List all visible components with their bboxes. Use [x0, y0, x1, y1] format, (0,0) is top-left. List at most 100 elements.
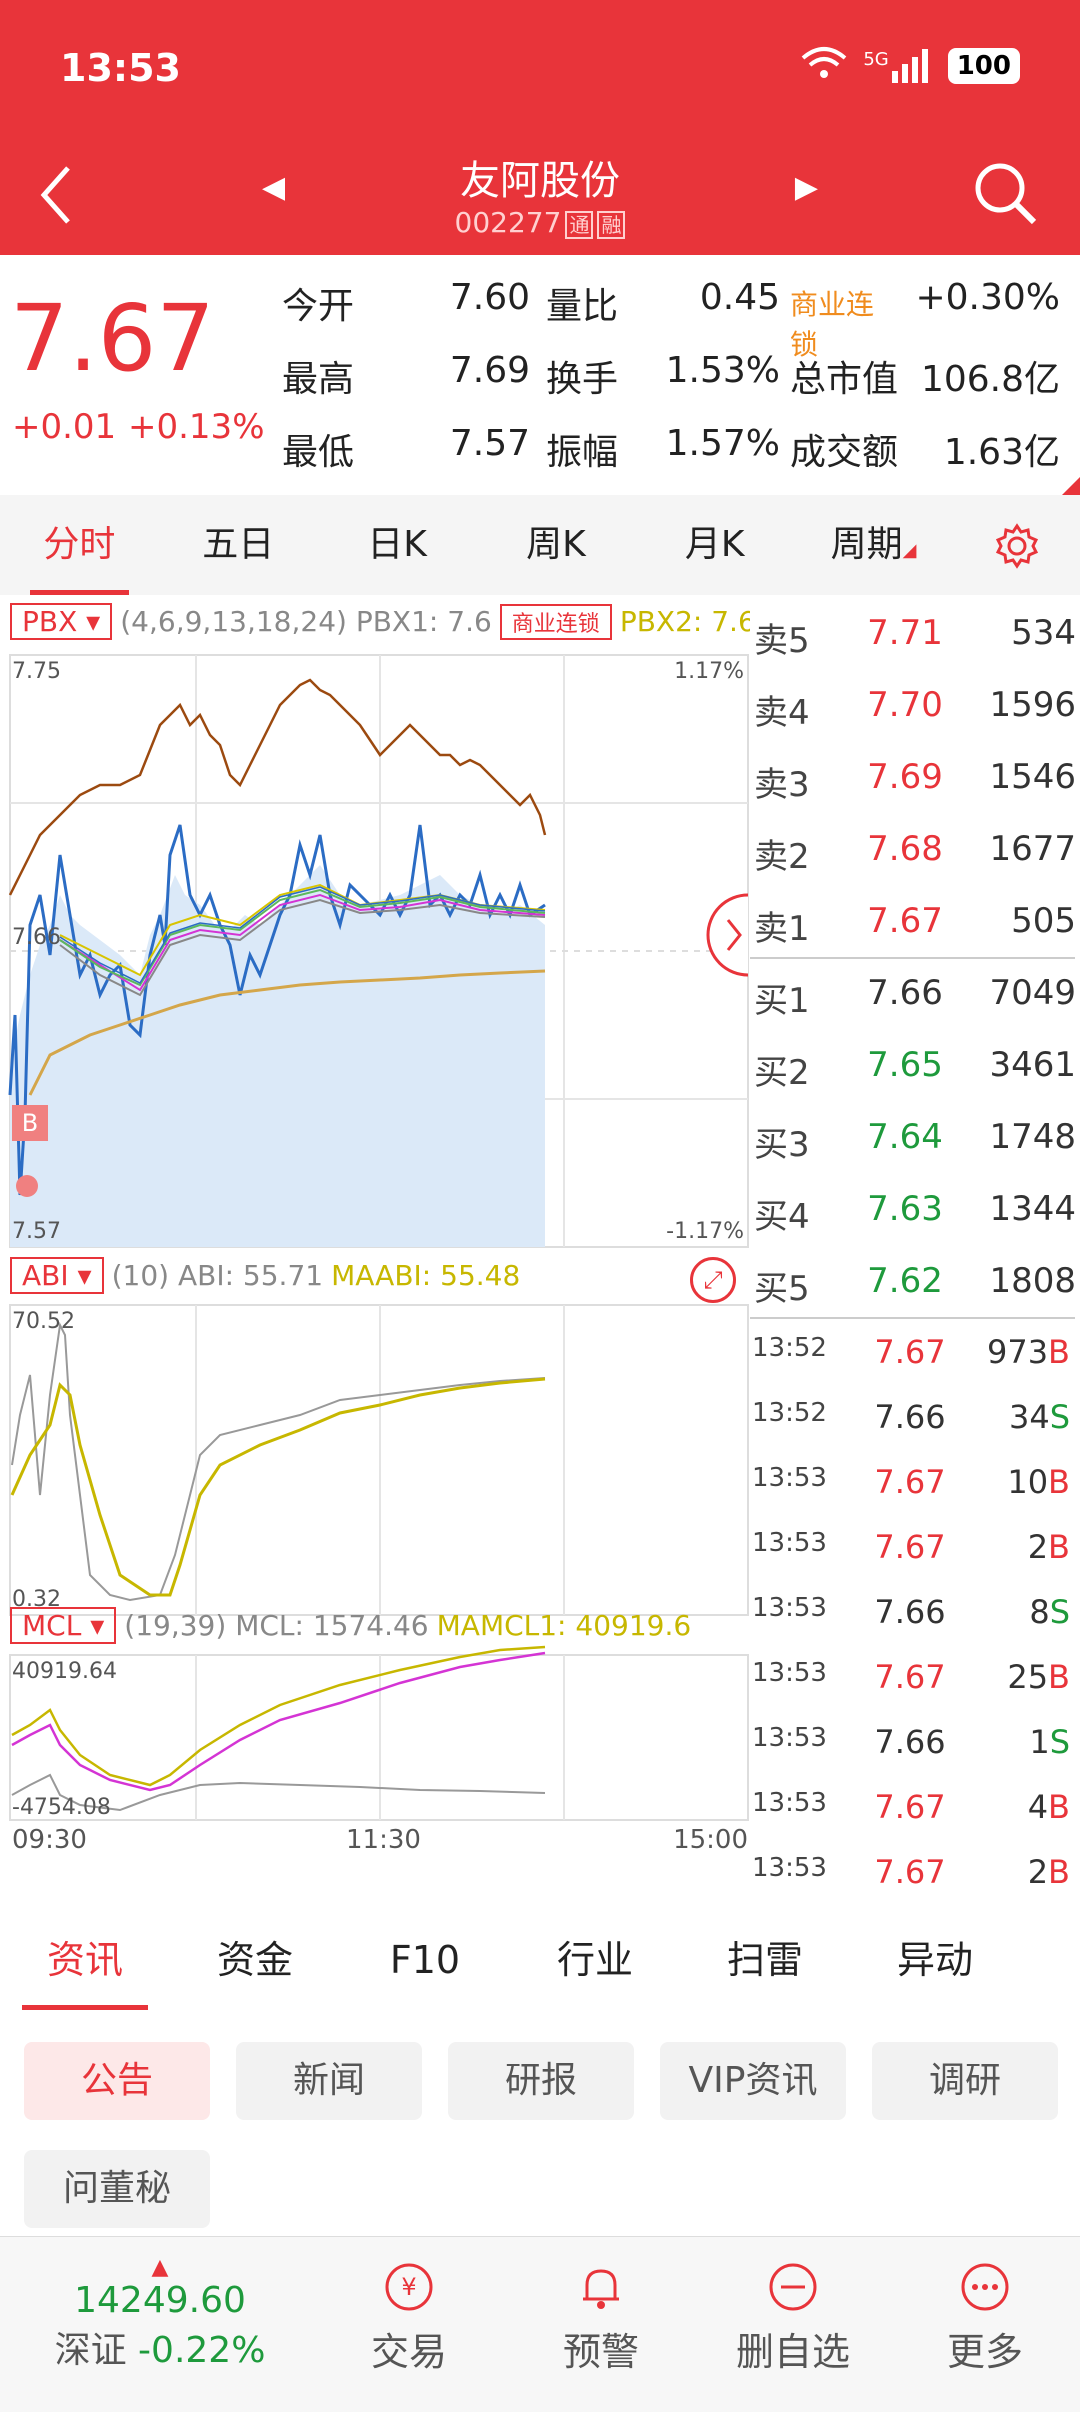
ask-volume: 1546 [989, 757, 1076, 797]
bid-row: 买3 7.64 1748 [750, 1117, 1080, 1166]
sector-link[interactable]: 商业连锁 [790, 288, 875, 361]
tab-five-day[interactable]: 五日 [202, 524, 275, 565]
pbx5-line [59, 886, 546, 984]
bid-volume: 1344 [989, 1189, 1076, 1229]
tab-period[interactable]: 周期◢ [794, 495, 953, 595]
buy-marker[interactable]: B [12, 1105, 48, 1141]
pbx3-line [59, 898, 546, 997]
search-icon[interactable] [970, 158, 1040, 228]
quote-value: 7.69 [449, 350, 530, 391]
remove-watchlist-button[interactable]: 删自选 [708, 2259, 878, 2376]
tick-vol: 8 [1029, 1593, 1050, 1631]
tick-price: 7.67 [874, 1658, 946, 1696]
tab-daily-k[interactable]: 日K [367, 524, 427, 565]
bid-volume: 3461 [989, 1045, 1076, 1085]
tab-risk-scan[interactable]: 扫雷 [726, 1938, 803, 1982]
main-indicator-header: PBX ▾ (4,6,9,13,18,24) PBX1: 7.6 商业连锁 PB… [10, 603, 750, 640]
tick-time: 13:53 [752, 1528, 827, 1558]
chip-announcement[interactable]: 公告 [24, 2042, 210, 2120]
tick-time: 13:52 [752, 1398, 827, 1428]
tong-badge: 通 [565, 211, 594, 239]
fullscreen-icon[interactable]: ⤢ [690, 1257, 736, 1303]
index-value: 14249.60 [74, 2280, 246, 2321]
tick-volume: 2B [980, 1528, 1070, 1566]
tick-side: B [1048, 1853, 1070, 1891]
tab-industry[interactable]: 行业 [556, 1938, 633, 1982]
bottom-bar: ▲ 14249.60 深证 -0.22% ¥ 交易 预警 删自选 更多 [0, 2236, 1080, 2412]
avg-price-line [28, 969, 546, 1096]
tab-f10[interactable]: F10 [389, 1938, 461, 1982]
next-stock-icon[interactable]: ▶ [794, 170, 818, 205]
indicator-params: (10) ABI: 55.71 [111, 1259, 324, 1292]
chip-research[interactable]: 研报 [448, 2042, 634, 2120]
trade-label: 交易 [370, 2330, 447, 2374]
tick-volume: 10B [980, 1463, 1070, 1501]
stock-code-text: 002277 [454, 206, 562, 239]
bid-row: 买1 7.66 7049 [750, 973, 1080, 1022]
tab-intraday[interactable]: 分时 [0, 495, 159, 595]
overlay-sector-toggle[interactable]: 商业连锁 [499, 603, 612, 640]
tick-side: B [1048, 1528, 1070, 1566]
price-change-pct: +0.13% [128, 407, 265, 447]
book-divider [750, 957, 1075, 959]
index-name: 深证 [54, 2330, 127, 2371]
indicator-select[interactable]: ABI ▾ [10, 1257, 104, 1294]
tick-vol: 4 [1027, 1788, 1049, 1826]
back-icon[interactable] [36, 160, 76, 245]
trade-icon: ¥ [385, 2263, 433, 2311]
mamcl2-line [11, 1645, 546, 1787]
tick-side: B [1048, 1333, 1070, 1371]
trade-button[interactable]: ¥ 交易 [324, 2259, 494, 2376]
tick-row: 13:53 7.67 10B [750, 1463, 1080, 1501]
tab-more-cut[interactable]: 盘 [1020, 1910, 1080, 2010]
quote-value: 1.53% [665, 350, 780, 391]
tick-price: 7.67 [874, 1788, 946, 1826]
tab-monthly-k[interactable]: 月K [684, 524, 745, 565]
tick-side: S [1049, 1723, 1070, 1761]
info-tabs: 资讯 资金 F10 行业 扫雷 异动 盘 [0, 1910, 1080, 2010]
tick-vol: 25 [1007, 1658, 1049, 1696]
system-icons: 5G 100 [801, 46, 1020, 86]
pct-top-label: 1.17% [674, 659, 744, 684]
alert-button[interactable]: 预警 [516, 2259, 686, 2376]
ask-row: 卖3 7.69 1546 [750, 757, 1080, 806]
more-button[interactable]: 更多 [900, 2259, 1070, 2376]
book-divider [750, 1317, 1075, 1319]
settings-icon[interactable] [953, 495, 1080, 595]
tab-funds[interactable]: 资金 [216, 1938, 293, 1982]
ask-label: 卖1 [754, 909, 810, 949]
quote-row: 最高 7.69 换手 1.53% 总市值 106.8亿 [282, 350, 1072, 402]
quote-label: 换手 [546, 359, 619, 400]
current-price: 7.67 [10, 285, 215, 392]
bid-row: 买5 7.62 1808 [750, 1261, 1080, 1310]
tick-volume: 8S [980, 1593, 1070, 1631]
tab-anomaly[interactable]: 异动 [896, 1938, 973, 1982]
chip-vip-info[interactable]: VIP资讯 [660, 2042, 846, 2120]
quote-label: 最高 [282, 359, 355, 400]
indicator-select[interactable]: PBX ▾ [10, 603, 113, 640]
prev-stock-icon[interactable]: ◀ [262, 170, 286, 205]
indicator-select[interactable]: MCL ▾ [10, 1607, 117, 1644]
chip-survey[interactable]: 调研 [872, 2042, 1058, 2120]
battery-icon: 100 [947, 48, 1020, 84]
chip-ask-secretary[interactable]: 问董秘 [24, 2150, 210, 2228]
tick-time: 13:52 [752, 1333, 827, 1363]
bid-row: 买2 7.65 3461 [750, 1045, 1080, 1094]
mcl-line [11, 1773, 546, 1812]
tick-time: 13:53 [752, 1463, 827, 1493]
tick-vol: 34 [1008, 1398, 1050, 1436]
indicator-params: (19,39) MCL: 1574.46 [124, 1609, 429, 1642]
price-line [8, 824, 546, 1196]
tab-weekly-k[interactable]: 周K [526, 524, 586, 565]
ask-row: 卖4 7.70 1596 [750, 685, 1080, 734]
maabi-line [10, 1377, 546, 1597]
quote-value: 106.8亿 [920, 359, 1060, 400]
index-ticker[interactable]: ▲ 14249.60 深证 -0.22% [40, 2255, 280, 2373]
chart-svg [8, 654, 749, 1821]
tab-news-info[interactable]: 资讯 [0, 1910, 170, 2010]
y-mid-label: 7.66 [12, 925, 61, 950]
price-area [10, 865, 545, 1247]
ask-price: 7.68 [867, 829, 943, 869]
expand-corner-icon[interactable] [1062, 477, 1080, 495]
chip-news[interactable]: 新闻 [236, 2042, 422, 2120]
